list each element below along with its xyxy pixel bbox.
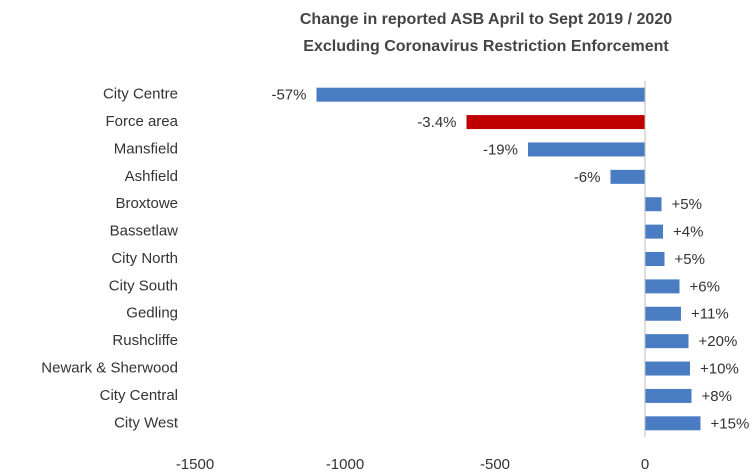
y-tick-label: Newark & Sherwood [41, 360, 178, 377]
data-label: +8% [702, 388, 732, 405]
bar [528, 142, 645, 157]
data-label: +20% [699, 333, 738, 350]
bar [645, 279, 680, 294]
y-tick-label: City Central [100, 387, 178, 404]
data-label: -57% [271, 87, 306, 104]
y-tick-label: Gedling [126, 305, 178, 322]
y-tick-label: Broxtowe [115, 195, 178, 212]
data-label: +5% [672, 196, 702, 213]
data-label: -3.4% [417, 114, 456, 131]
data-label: +11% [691, 306, 729, 323]
y-tick-label: City South [109, 277, 178, 294]
bar [645, 388, 692, 403]
data-label: +15% [711, 415, 750, 432]
bar [645, 416, 701, 431]
y-tick-label: City North [111, 250, 178, 267]
x-tick-label: -1000 [326, 456, 364, 473]
bar [645, 197, 662, 212]
chart-subtitle: Excluding Coronavirus Restriction Enforc… [303, 38, 669, 55]
y-tick-label: Force area [105, 113, 178, 130]
data-label: +5% [675, 251, 705, 268]
data-label: +6% [690, 278, 720, 295]
bar [645, 306, 681, 321]
chart-title: Change in reported ASB April to Sept 201… [300, 11, 672, 28]
y-tick-label: Mansfield [114, 140, 178, 157]
bar [645, 334, 689, 349]
data-label: -19% [483, 141, 518, 158]
bar [645, 224, 663, 239]
y-tick-label: Bassetlaw [110, 223, 179, 240]
data-label: -6% [574, 169, 601, 186]
bar [316, 87, 645, 102]
bar [610, 169, 645, 184]
data-label: +4% [673, 224, 703, 241]
bar [645, 252, 665, 266]
bar [466, 115, 645, 130]
bar [645, 361, 690, 376]
y-tick-label: City Centre [103, 86, 178, 103]
x-tick-label: -1500 [176, 456, 214, 473]
y-tick-label: City West [114, 414, 179, 431]
data-label: +10% [700, 361, 739, 378]
x-tick-label: 0 [641, 456, 649, 473]
y-tick-label: Rushcliffe [112, 332, 178, 349]
x-tick-label: -500 [480, 456, 510, 473]
y-tick-label: Ashfield [125, 168, 178, 185]
